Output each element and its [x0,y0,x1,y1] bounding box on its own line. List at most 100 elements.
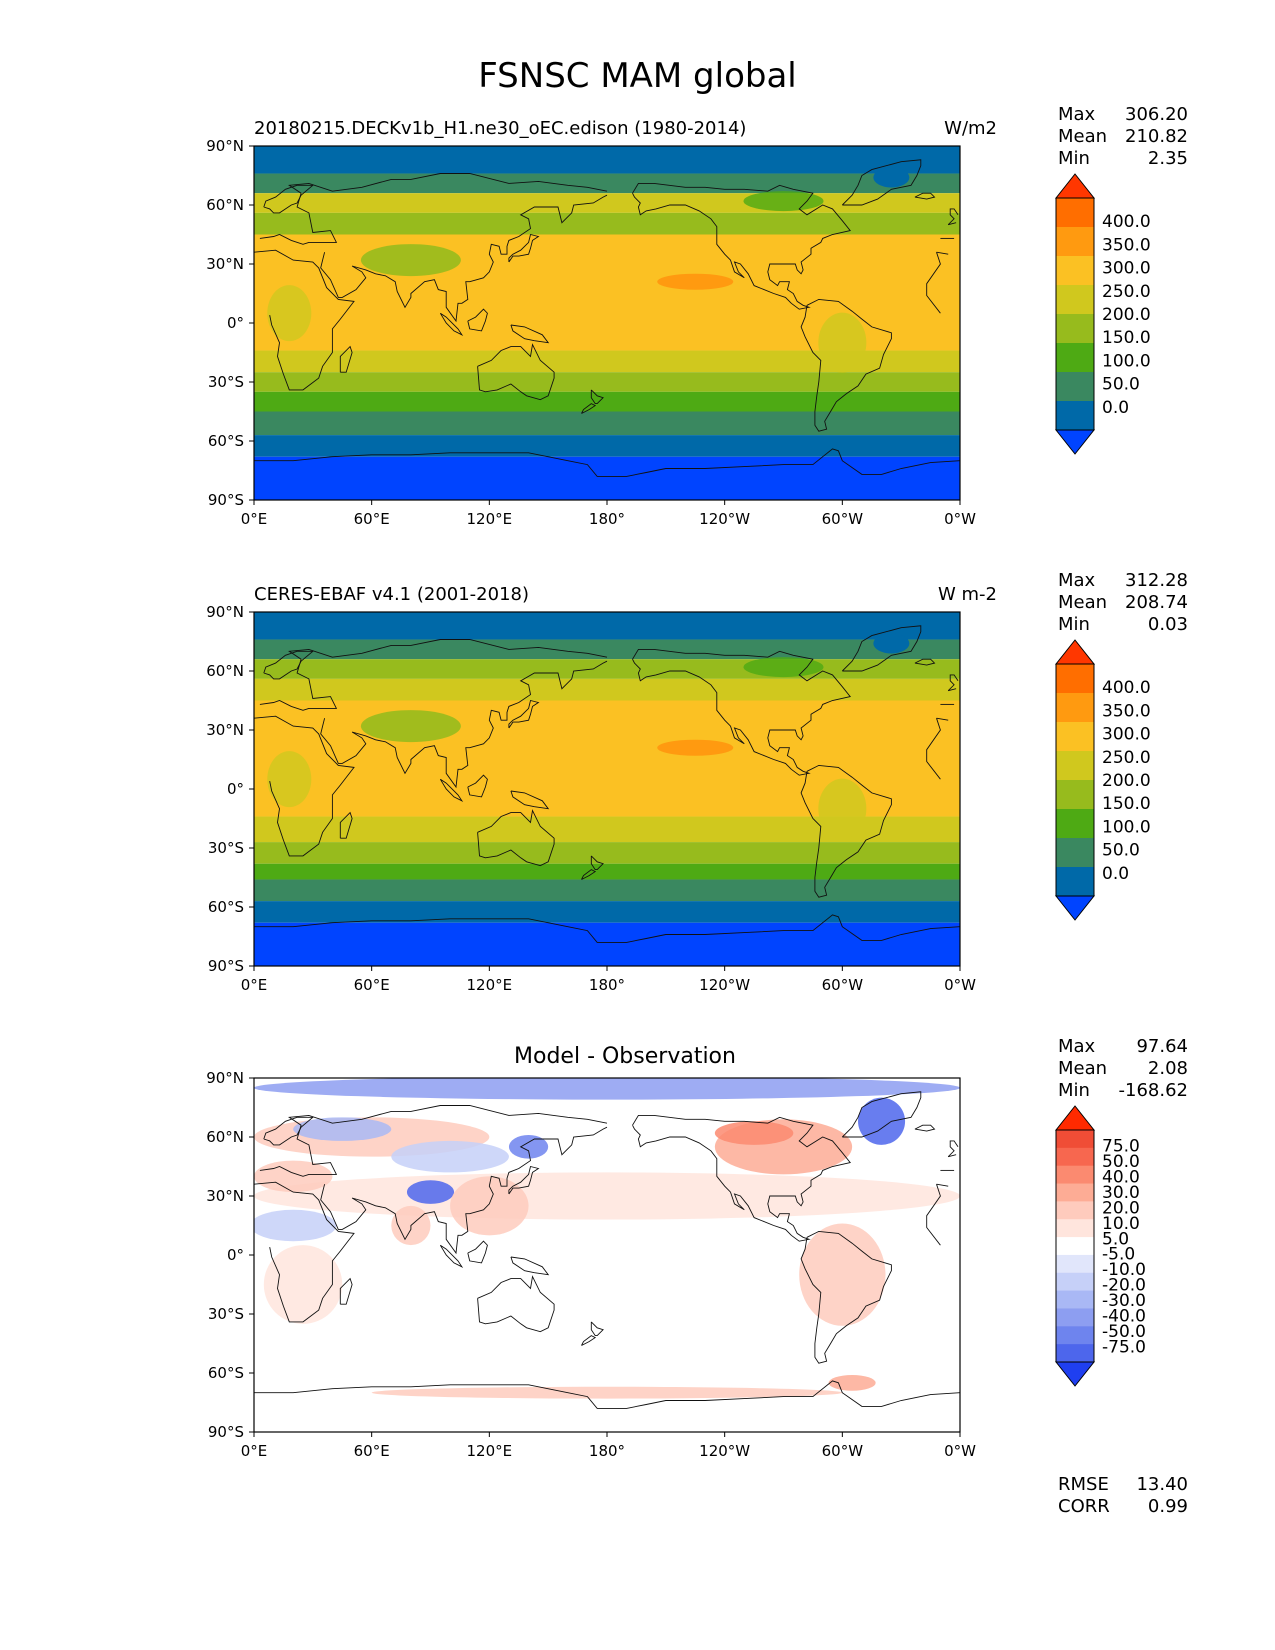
difference-patch [391,1140,509,1173]
y-tick-label: 60°N [206,196,244,214]
x-tick-label: 60°E [354,510,390,528]
coastline [800,1230,892,1364]
colorbar-label: -10.0 [1102,1260,1146,1280]
difference-patch [828,1374,876,1391]
colorbar-outline [1055,1129,1095,1363]
x-tick-label: 120°E [467,976,513,994]
coastline [632,182,852,310]
y-tick-label: 0° [227,780,244,798]
difference-patch [263,1245,343,1324]
coastline [632,648,852,776]
colorbar-body: 400.0 350.0 300.0 250.0 200.0 150.0 100.0 50.0 0… [1054,173,1151,455]
colorbar-segment [1056,693,1094,723]
axes: 0°E 60°E 120°E 180° 120°W 60°W 0°W 90°N 60°N 30°N… [206,603,976,994]
x-tick-label: 60°W [822,1442,864,1460]
colorbar: 75.050.040.030.020.010.05.0-5.0-10.0-20.… [1054,1105,1146,1387]
x-tick-label: 120°E [467,510,513,528]
model-panel: 20180215.DECKv1b_H1.ne30_oEC.edison (198… [0,104,1275,588]
colorbar-segment [1056,1344,1094,1363]
colorbar-segment [1056,343,1094,373]
colorbar-segment [1056,1201,1094,1220]
coastline [339,1277,353,1305]
colorbar-segment [1056,722,1094,752]
coastline [508,699,540,729]
colorbar-segment [1056,751,1094,781]
y-tick-label: 60°N [206,662,244,680]
rmse-label: RMSE [1058,1474,1109,1495]
field-band [254,456,960,500]
coastline [510,1256,550,1276]
difference-field [254,1078,960,1432]
figure-title: FSNSC MAM global [478,56,797,96]
y-tick-label: 90°S [208,957,244,975]
corr-value: 0.99 [1147,1496,1188,1517]
coastline [477,343,555,401]
coastline [253,1181,355,1323]
coastline [926,718,941,780]
coastline [590,855,604,871]
colorbar-body: 75.050.040.030.020.010.05.0-5.0-10.0-20.… [1054,1105,1146,1387]
field-band [254,863,960,880]
x-tick-label: 180° [589,510,625,528]
panel-title: CERES-EBAF v4.1 (2001-2018) [254,584,530,605]
colorbar-segment [1056,1147,1094,1167]
coastline [439,312,464,336]
colorbar-label: 100.0 [1102,351,1151,371]
stat-max-label: Max [1058,1036,1096,1057]
colorbar-label: 200.0 [1102,305,1151,325]
colorbar-extend-min [1054,895,1096,921]
y-tick-label: 0° [227,1246,244,1264]
y-tick-label: 60°S [208,432,244,450]
x-tick-label: 60°E [354,976,390,994]
coastline [253,249,355,391]
x-tick-label: 60°W [822,976,864,994]
x-tick-label: 0°E [241,976,268,994]
y-tick-label: 60°S [208,1364,244,1382]
y-tick-label: 30°N [206,721,244,739]
difference-patch [293,1117,392,1141]
field-band [254,350,960,373]
panel-title: 20180215.DECKv1b_H1.ne30_oEC.edison (198… [254,118,747,139]
colorbar-segment [1056,664,1094,694]
stat-min-label: Min [1058,1080,1090,1101]
field-bands [254,146,960,500]
colorbar: 400.0 350.0 300.0 250.0 200.0 150.0 100.0 50.0 0… [1054,639,1151,921]
field-patch [873,633,910,654]
stat-mean-label: Mean [1058,1058,1108,1079]
coastline [439,778,464,802]
coastline [263,1116,315,1146]
colorbar-segment [1056,372,1094,402]
field-patch [360,244,461,277]
x-tick-label: 120°E [467,1442,513,1460]
colorbar-segment [1056,1237,1094,1256]
colorbar-label: -30.0 [1102,1291,1146,1311]
coastline [914,192,936,200]
field-band [254,879,960,902]
colorbar-segment [1056,198,1094,228]
colorbar-label: 350.0 [1102,701,1151,721]
coastlines [253,625,961,943]
colorbar-segment [1056,838,1094,868]
stats-box: Max 312.28 Mean 208.74 Min 0.03 [1058,570,1188,636]
y-tick-label: 30°S [208,373,244,391]
stat-max-label: Max [1058,104,1096,125]
stat-min-value: -168.62 [1118,1080,1188,1101]
difference-patch [371,1386,843,1399]
colorbar-segment [1056,1290,1094,1309]
coastline [259,639,608,711]
colorbar-label: 50.0 [1102,1152,1140,1172]
difference-patch [714,1121,794,1145]
colorbar-segment [1056,1219,1094,1238]
colorbar-segment [1056,867,1094,897]
coastline [467,774,488,798]
difference-patch [483,1284,555,1324]
colorbar-label: -40.0 [1102,1307,1146,1327]
field-patch [818,778,867,839]
coastline [467,308,488,332]
field-band [254,391,960,412]
field-patch [267,751,312,808]
coastline [320,194,608,323]
x-tick-label: 120°W [699,510,750,528]
x-tick-label: 0°W [944,510,976,528]
field-band [254,678,960,701]
